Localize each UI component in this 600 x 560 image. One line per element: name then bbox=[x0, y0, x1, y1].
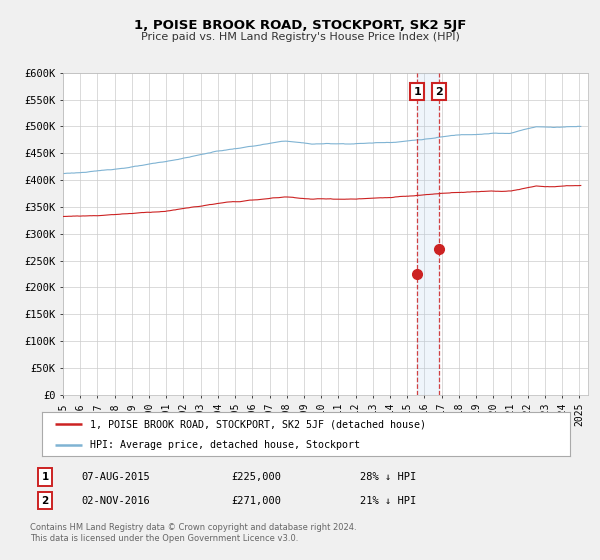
Text: 2: 2 bbox=[435, 87, 443, 96]
Text: £271,000: £271,000 bbox=[231, 496, 281, 506]
Text: 28% ↓ HPI: 28% ↓ HPI bbox=[360, 472, 416, 482]
Text: 2: 2 bbox=[41, 496, 49, 506]
Text: 1: 1 bbox=[413, 87, 421, 96]
Text: 1: 1 bbox=[41, 472, 49, 482]
Text: 21% ↓ HPI: 21% ↓ HPI bbox=[360, 496, 416, 506]
Text: 1, POISE BROOK ROAD, STOCKPORT, SK2 5JF: 1, POISE BROOK ROAD, STOCKPORT, SK2 5JF bbox=[134, 19, 466, 32]
Text: Contains HM Land Registry data © Crown copyright and database right 2024.: Contains HM Land Registry data © Crown c… bbox=[30, 523, 356, 532]
Text: 02-NOV-2016: 02-NOV-2016 bbox=[81, 496, 150, 506]
Bar bbox=[417, 73, 439, 395]
Text: 1, POISE BROOK ROAD, STOCKPORT, SK2 5JF (detached house): 1, POISE BROOK ROAD, STOCKPORT, SK2 5JF … bbox=[89, 419, 425, 429]
Text: 07-AUG-2015: 07-AUG-2015 bbox=[81, 472, 150, 482]
Text: HPI: Average price, detached house, Stockport: HPI: Average price, detached house, Stoc… bbox=[89, 440, 359, 450]
Text: £225,000: £225,000 bbox=[231, 472, 281, 482]
Text: This data is licensed under the Open Government Licence v3.0.: This data is licensed under the Open Gov… bbox=[30, 534, 298, 543]
Text: Price paid vs. HM Land Registry's House Price Index (HPI): Price paid vs. HM Land Registry's House … bbox=[140, 32, 460, 42]
